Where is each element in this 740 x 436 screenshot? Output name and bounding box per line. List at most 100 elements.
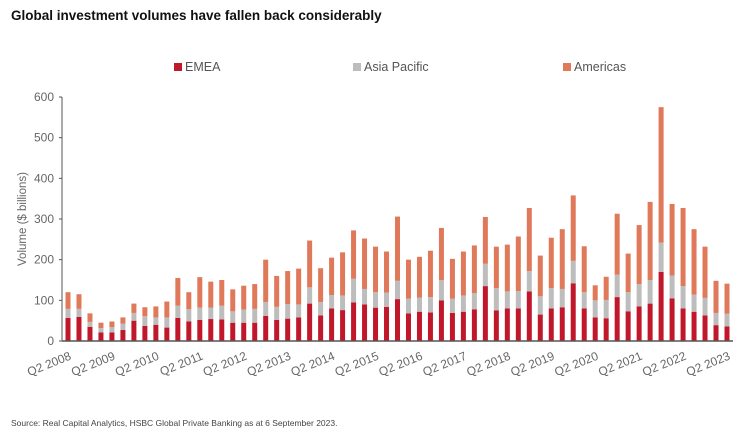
bar-segment-asia-pacific: Q4 2021 Asia Pacific: 72 xyxy=(658,242,664,272)
bar-segment-emea: Q2 2023 EMEA: 36 xyxy=(724,326,730,341)
bar-segment-americas: Q1 2011 Americas: 42 xyxy=(186,292,192,310)
bar-segment-asia-pacific: Q4 2012 Asia Pacific: 34 xyxy=(263,301,269,316)
bar-segment-americas: Q4 2013 Americas: 115 xyxy=(307,240,313,288)
bar-segment-asia-pacific: Q1 2023 Asia Pacific: 30 xyxy=(713,312,719,326)
bar-segment-emea: Q3 2016 EMEA: 70 xyxy=(427,312,433,341)
bar-segment-americas: Q4 2008 Americas: 21 xyxy=(87,313,93,322)
x-tick-label: Q2 2017 xyxy=(421,349,469,379)
bar-segment-americas: Q1 2013 Americas: 76 xyxy=(274,275,280,307)
bar-segment-asia-pacific: Q4 2020 Asia Pacific: 55 xyxy=(614,274,620,298)
bar-segment-emea: Q4 2016 EMEA: 100 xyxy=(438,300,444,341)
bar-segment-americas: Q1 2020 Americas: 113 xyxy=(581,246,587,293)
x-tick-label: Q2 2011 xyxy=(158,349,205,379)
bar-segment-emea: Q2 2010 EMEA: 40 xyxy=(153,324,159,341)
bar-segment-asia-pacific: Q1 2009 Asia Pacific: 11 xyxy=(98,327,104,333)
x-tick-label: Q2 2018 xyxy=(465,349,513,379)
bar-segment-emea: Q3 2017 EMEA: 78 xyxy=(471,309,477,341)
bar-segment-emea: Q3 2012 EMEA: 45 xyxy=(252,322,258,341)
bar-segment-emea: Q2 2012 EMEA: 45 xyxy=(241,322,247,341)
bar-segment-americas: Q1 2012 Americas: 54 xyxy=(230,289,236,312)
bar-segment-americas: Q3 2013 Americas: 88 xyxy=(296,268,302,305)
bar-segment-americas: Q2 2018 Americas: 115 xyxy=(504,244,510,292)
bar-segment-asia-pacific: Q4 2011 Asia Pacific: 34 xyxy=(219,305,225,320)
bar-segment-americas: Q3 2020 Americas: 57 xyxy=(603,276,609,300)
bar-segment-americas: Q3 2011 Americas: 64 xyxy=(208,281,214,308)
bar-segment-emea: Q2 2011 EMEA: 52 xyxy=(197,319,203,341)
y-tick-label: 100 xyxy=(34,293,54,307)
bar-segment-asia-pacific: Q3 2021 Asia Pacific: 58 xyxy=(647,280,653,304)
x-tick-label: Q2 2015 xyxy=(333,349,381,379)
bar-segment-americas: Q1 2017 Americas: 98 xyxy=(449,258,455,299)
bar-segment-asia-pacific: Q3 2015 Asia Pacific: 35 xyxy=(384,292,390,307)
bar-segment-emea: Q2 2016 EMEA: 72 xyxy=(416,311,422,341)
bar-segment-asia-pacific: Q2 2008 Asia Pacific: 22 xyxy=(65,308,71,318)
legend-swatch-asia-pacific xyxy=(353,63,361,71)
bar-segment-emea: Q3 2022 EMEA: 72 xyxy=(691,311,697,341)
bar-segment-americas: Q4 2017 Americas: 115 xyxy=(482,216,488,264)
bar-segment-asia-pacific: Q2 2011 Asia Pacific: 30 xyxy=(197,307,203,320)
bar-segment-asia-pacific: Q2 2018 Asia Pacific: 42 xyxy=(504,291,510,309)
x-tick-label: Q2 2008 xyxy=(25,349,73,379)
bar-segment-asia-pacific: Q3 2016 Asia Pacific: 38 xyxy=(427,297,433,313)
bar-segment-emea: Q3 2009 EMEA: 27 xyxy=(120,330,126,341)
bar-segment-asia-pacific: Q3 2013 Asia Pacific: 32 xyxy=(296,304,302,318)
bar-segment-asia-pacific: Q3 2008 Asia Pacific: 20 xyxy=(76,308,82,317)
bar-segment-emea: Q1 2018 EMEA: 75 xyxy=(493,310,499,341)
x-tick-label: Q2 2012 xyxy=(201,349,249,379)
bar-segment-emea: Q2 2008 EMEA: 57 xyxy=(65,317,71,341)
bar-segment-emea: Q1 2013 EMEA: 52 xyxy=(274,319,280,341)
bar-segment-emea: Q2 2017 EMEA: 72 xyxy=(460,311,466,341)
legend-label-americas: Americas xyxy=(574,60,627,74)
source-note: Source: Real Capital Analytics, HSBC Glo… xyxy=(11,418,338,428)
bar-segment-asia-pacific: Q4 2017 Asia Pacific: 55 xyxy=(482,263,488,287)
bar-segment-asia-pacific: Q3 2020 Asia Pacific: 45 xyxy=(603,299,609,319)
bar-segment-americas: Q4 2016 Americas: 128 xyxy=(438,227,444,280)
bar-segment-emea: Q2 2021 EMEA: 85 xyxy=(636,306,642,341)
bar-segment-asia-pacific: Q1 2011 Asia Pacific: 30 xyxy=(186,309,192,322)
bar-segment-asia-pacific: Q4 2016 Asia Pacific: 50 xyxy=(438,280,444,301)
x-tick-label: Q2 2022 xyxy=(640,349,688,379)
bar-segment-emea: Q2 2018 EMEA: 80 xyxy=(504,308,510,341)
bar-segment-asia-pacific: Q4 2022 Asia Pacific: 43 xyxy=(702,297,708,316)
bar-segment-americas: Q4 2014 Americas: 119 xyxy=(351,230,357,279)
bar-segment-americas: Q2 2011 Americas: 75 xyxy=(197,277,203,308)
bar-segment-emea: Q3 2015 EMEA: 84 xyxy=(384,306,390,341)
bar-segment-emea: Q3 2021 EMEA: 92 xyxy=(647,303,653,341)
bar-segment-americas: Q2 2021 Americas: 145 xyxy=(636,225,642,285)
bar-segment-asia-pacific: Q4 2015 Asia Pacific: 45 xyxy=(395,280,400,300)
bar-segment-americas: Q3 2017 Americas: 117 xyxy=(471,245,477,294)
bar-segment-asia-pacific: Q3 2009 Asia Pacific: 16 xyxy=(120,323,126,331)
bar-segment-americas: Q3 2012 Americas: 61 xyxy=(252,284,258,309)
bar-segment-emea: Q1 2023 EMEA: 39 xyxy=(713,325,719,341)
bar-segment-americas: Q2 2010 Americas: 27 xyxy=(153,306,159,318)
legend-item-emea: EMEA xyxy=(174,60,220,74)
bar-segment-asia-pacific: Q3 2018 Asia Pacific: 43 xyxy=(515,290,521,309)
bar-segment-asia-pacific: Q2 2012 Asia Pacific: 32 xyxy=(241,309,247,323)
x-tick-label: Q2 2010 xyxy=(113,349,161,379)
bar-segment-americas: Q4 2018 Americas: 155 xyxy=(526,208,532,272)
bar-segment-emea: Q1 2016 EMEA: 68 xyxy=(405,313,411,341)
bar-segment-emea: Q1 2020 EMEA: 80 xyxy=(581,308,587,341)
bar-segment-emea: Q4 2019 EMEA: 142 xyxy=(570,283,576,341)
x-tick-label: Q2 2019 xyxy=(508,349,556,379)
bar-segment-emea: Q2 2020 EMEA: 58 xyxy=(592,317,598,341)
bar-segment-asia-pacific: Q2 2009 Asia Pacific: 13 xyxy=(109,327,115,333)
bar-segment-emea: Q3 2018 EMEA: 80 xyxy=(515,308,521,341)
bar-segment-asia-pacific: Q2 2019 Asia Pacific: 50 xyxy=(548,288,554,309)
bar-segment-asia-pacific: Q1 2022 Asia Pacific: 56 xyxy=(669,275,675,299)
bar-segment-asia-pacific: Q3 2017 Asia Pacific: 40 xyxy=(471,293,477,310)
bar-segment-asia-pacific: Q2 2021 Asia Pacific: 55 xyxy=(636,284,642,307)
bar-segment-emea: Q1 2015 EMEA: 90 xyxy=(362,304,368,341)
bar-segment-emea: Q4 2014 EMEA: 95 xyxy=(351,302,357,341)
legend: EMEA Asia Pacific Americas xyxy=(0,60,740,78)
bar-segment-asia-pacific: Q1 2020 Asia Pacific: 40 xyxy=(581,292,587,309)
bar-segment-asia-pacific: Q2 2014 Asia Pacific: 33 xyxy=(329,295,335,309)
x-tick-label: Q2 2013 xyxy=(245,349,293,379)
bar-segment-emea: Q3 2020 EMEA: 56 xyxy=(603,318,609,341)
bar-segment-emea: Q2 2015 EMEA: 82 xyxy=(373,307,379,341)
bar-segment-asia-pacific: Q4 2019 Asia Pacific: 55 xyxy=(570,260,576,284)
legend-item-asia-pacific: Asia Pacific xyxy=(353,60,429,74)
bar-segment-emea: Q4 2018 EMEA: 122 xyxy=(526,291,532,341)
